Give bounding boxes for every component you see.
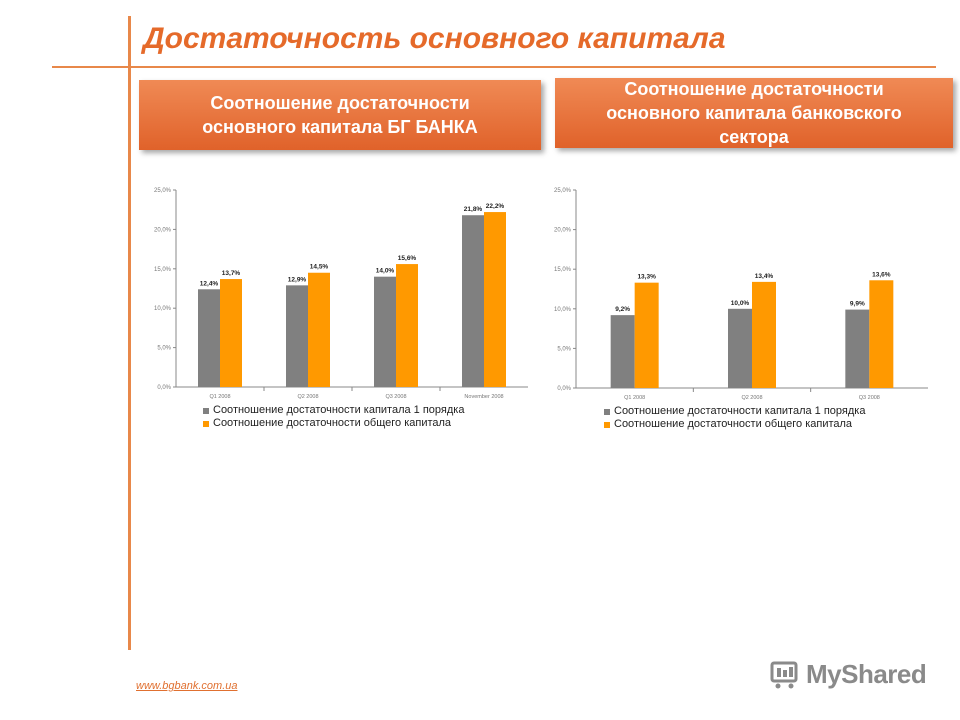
right-chart-legend: Соотношение достаточности капитала 1 пор… [604, 405, 865, 431]
y-tick-label: 10,0% [554, 307, 572, 313]
bar-total-1 [308, 272, 330, 387]
bar-tier1-2 [845, 309, 870, 388]
x-tick-label: Q1 2008 [624, 395, 645, 401]
x-tick-label: Q2 2008 [297, 394, 318, 400]
left-banner-line-1: Соотношение достаточности [210, 93, 470, 113]
bar-total-0 [220, 279, 242, 387]
bar-total-2 [869, 280, 894, 388]
data-label: 15,6% [398, 255, 417, 262]
bg-bank-capital-chart: 0,0% 5,0% 10,0% 15,0% 20,0% 25,0% 12,4%13,7% Q1… [154, 188, 528, 400]
legend-swatch-orange [203, 420, 209, 427]
data-label: 13,6% [872, 271, 891, 278]
legend-label-series1: Соотношение достаточности капитала 1 пор… [614, 405, 866, 417]
data-label: 21,8% [464, 206, 483, 213]
x-tick-label: Q3 2008 [385, 394, 406, 400]
y-tick-label: 25,0% [554, 188, 572, 194]
data-label: 14,0% [376, 268, 395, 275]
bar-total-2 [396, 264, 418, 387]
data-label: 9,9% [850, 301, 865, 308]
y-tick-label: 20,0% [554, 228, 572, 234]
cart-icon [770, 661, 798, 689]
data-label: 9,2% [615, 306, 630, 313]
y-tick-label: 5,0% [557, 346, 571, 352]
y-tick-label: 25,0% [154, 188, 172, 194]
banking-sector-capital-chart: 0,0% 5,0% 10,0% 15,0% 20,0% 25,0% 9,2% 13,3% Q1 … [554, 188, 928, 401]
watermark-text: MyShared [806, 658, 927, 689]
legend-label-series2: Соотношение достаточности общего капитал… [213, 417, 452, 429]
data-label: 13,4% [755, 273, 774, 280]
data-label: 10,0% [731, 300, 750, 307]
legend-label-series1: Соотношение достаточности капитала 1 пор… [213, 404, 465, 416]
x-tick-label: Q3 2008 [859, 395, 880, 401]
bar-tier1-1 [728, 308, 752, 388]
bar-total-0 [634, 282, 659, 388]
vertical-divider [128, 16, 131, 650]
legend-entry-series2: Соотношение достаточности общего капитал… [604, 418, 865, 431]
legend-entry-series2: Соотношение достаточности общего капитал… [203, 417, 464, 430]
left-chart-legend: Соотношение достаточности капитала 1 пор… [203, 404, 464, 430]
y-tick-label: 15,0% [154, 267, 172, 273]
left-banner-line-2: основного капитала БГ БАНКА [202, 117, 478, 137]
x-tick-label: Q2 2008 [741, 395, 762, 401]
right-banner-line-1: Соотношение достаточности [624, 79, 884, 99]
bar-tier1-0 [198, 289, 220, 387]
bar-total-3 [484, 212, 506, 387]
legend-entry-series1: Соотношение достаточности капитала 1 пор… [203, 404, 464, 417]
left-chart-banner: Соотношение достаточности основного капи… [139, 80, 541, 150]
y-tick-label: 15,0% [554, 267, 572, 273]
data-label: 13,7% [222, 270, 241, 277]
page-title: Достаточность основного капитала [143, 22, 726, 55]
y-tick-label: 10,0% [154, 306, 172, 312]
legend-swatch-orange [604, 421, 610, 428]
data-label: 22,2% [486, 203, 505, 210]
y-tick-label: 20,0% [154, 227, 172, 233]
y-tick-label: 0,0% [157, 385, 171, 391]
horizontal-divider [52, 66, 936, 68]
right-banner-line-2: основного капитала банковского [606, 103, 902, 123]
data-label: 12,9% [288, 276, 307, 283]
right-banner-line-3: сектора [719, 127, 789, 147]
y-tick-label: 5,0% [157, 346, 171, 352]
bar-tier1-0 [610, 315, 635, 388]
data-label: 14,5% [310, 264, 329, 271]
legend-label-series2: Соотношение достаточности общего капитал… [614, 418, 853, 430]
footer-link[interactable]: www.bgbank.com.ua [136, 680, 238, 692]
y-tick-label: 0,0% [557, 386, 571, 392]
legend-swatch-gray [203, 407, 209, 414]
legend-entry-series1: Соотношение достаточности капитала 1 пор… [604, 405, 865, 418]
watermark: MyShared [768, 652, 928, 696]
data-label: 13,3% [637, 274, 656, 281]
bar-total-1 [752, 281, 776, 388]
right-chart-banner: Соотношение достаточности основного капи… [555, 78, 953, 148]
x-tick-label: November 2008 [464, 394, 503, 400]
x-tick-label: Q1 2008 [209, 394, 230, 400]
bar-tier1-1 [286, 285, 308, 387]
legend-swatch-gray [604, 408, 610, 415]
data-label: 12,4% [200, 280, 219, 287]
bar-tier1-2 [374, 276, 396, 387]
bar-tier1-3 [462, 215, 484, 387]
